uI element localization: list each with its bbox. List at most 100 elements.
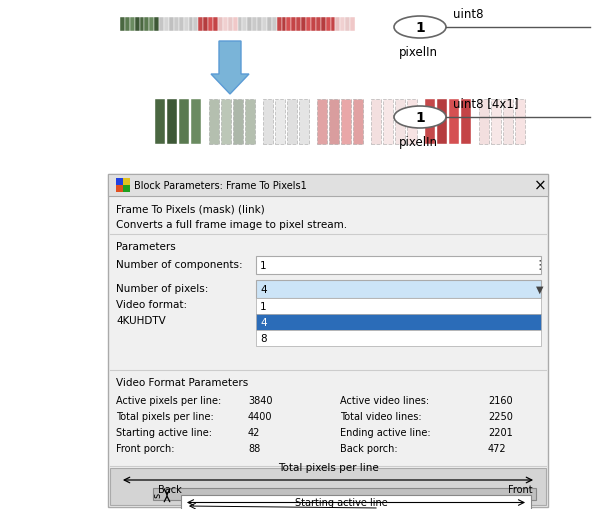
Bar (198, 18, 203, 32)
Bar (263, 100, 273, 145)
Text: 8: 8 (260, 333, 267, 344)
Text: Block Parameters: Frame To Pixels1: Block Parameters: Frame To Pixels1 (134, 181, 307, 191)
Bar (116, 186, 123, 192)
Bar (395, 100, 405, 145)
Bar (503, 100, 513, 145)
Text: 1: 1 (260, 261, 267, 270)
Bar (228, 18, 232, 32)
Text: Active pixels per line:: Active pixels per line: (116, 395, 221, 405)
Bar (155, 100, 165, 145)
Bar (232, 18, 238, 32)
Bar (350, 18, 355, 32)
Text: uint8: uint8 (453, 8, 483, 20)
Bar (383, 100, 393, 145)
Text: 88: 88 (248, 443, 260, 453)
Bar (479, 100, 489, 145)
Bar (153, 488, 536, 500)
Bar (179, 100, 189, 145)
Bar (301, 18, 306, 32)
Text: Total video lines:: Total video lines: (340, 411, 422, 421)
Bar (286, 18, 291, 32)
Ellipse shape (394, 107, 446, 129)
Bar (321, 18, 326, 32)
Bar (275, 100, 285, 145)
Bar (316, 18, 321, 32)
Text: 4: 4 (260, 285, 267, 294)
Bar (116, 179, 123, 186)
Bar (169, 18, 174, 32)
Text: ×: × (534, 178, 546, 193)
Bar (213, 18, 218, 32)
Text: 2250: 2250 (488, 411, 513, 421)
Text: Starting active line:: Starting active line: (116, 427, 212, 437)
Bar (287, 100, 297, 145)
Bar (267, 18, 272, 32)
Bar (326, 18, 330, 32)
Bar (296, 18, 301, 32)
Text: Front porch:: Front porch: (116, 443, 174, 453)
Bar (178, 18, 184, 32)
Bar (449, 100, 459, 145)
Bar (256, 257, 541, 274)
Bar (345, 18, 350, 32)
Bar (233, 100, 243, 145)
Bar (193, 18, 198, 32)
Bar (317, 100, 327, 145)
Text: Number of pixels:: Number of pixels: (116, 284, 208, 293)
Bar (329, 100, 339, 145)
Bar (311, 18, 316, 32)
Bar (123, 179, 130, 186)
Bar (252, 18, 257, 32)
Bar (208, 18, 213, 32)
Bar (154, 18, 159, 32)
Bar (257, 18, 262, 32)
Text: Back: Back (158, 484, 182, 494)
Bar (461, 100, 471, 145)
Bar (218, 18, 223, 32)
Ellipse shape (394, 17, 446, 39)
Bar (130, 18, 135, 32)
Bar (330, 18, 336, 32)
Bar (277, 18, 282, 32)
Text: 4: 4 (260, 318, 267, 327)
Text: 1: 1 (415, 21, 425, 35)
Bar (209, 100, 219, 145)
Bar (110, 468, 546, 505)
Bar (262, 18, 267, 32)
Bar (167, 100, 177, 145)
Text: 1: 1 (260, 301, 267, 312)
Text: 1: 1 (415, 111, 425, 125)
Bar (164, 18, 169, 32)
Bar (221, 100, 231, 145)
Bar (256, 330, 541, 346)
Text: Total pixels per line:: Total pixels per line: (116, 411, 213, 421)
Bar (223, 18, 228, 32)
Bar (437, 100, 447, 145)
Bar (353, 100, 363, 145)
Text: uint8 [4x1]: uint8 [4x1] (453, 97, 518, 110)
Text: Number of components:: Number of components: (116, 260, 243, 269)
Text: s: s (152, 492, 162, 497)
Bar (306, 18, 311, 32)
Text: pixelIn: pixelIn (398, 46, 438, 59)
Text: 4KUHDTV: 4KUHDTV (116, 316, 166, 325)
Text: Parameters: Parameters (116, 242, 176, 251)
Bar (299, 100, 309, 145)
Bar (135, 18, 139, 32)
Bar (256, 298, 541, 315)
Bar (149, 18, 154, 32)
Text: Starting active line: Starting active line (295, 497, 387, 507)
Bar (245, 100, 255, 145)
Bar (340, 18, 345, 32)
Text: 472: 472 (488, 443, 506, 453)
Bar (159, 18, 164, 32)
Text: Frame To Pixels (mask) (link): Frame To Pixels (mask) (link) (116, 204, 264, 214)
Text: Converts a full frame image to pixel stream.: Converts a full frame image to pixel str… (116, 219, 347, 230)
Bar (203, 18, 208, 32)
Bar (184, 18, 189, 32)
Bar (282, 18, 286, 32)
Bar (125, 18, 130, 32)
Bar (191, 100, 201, 145)
Text: 42: 42 (248, 427, 260, 437)
Text: 4400: 4400 (248, 411, 273, 421)
